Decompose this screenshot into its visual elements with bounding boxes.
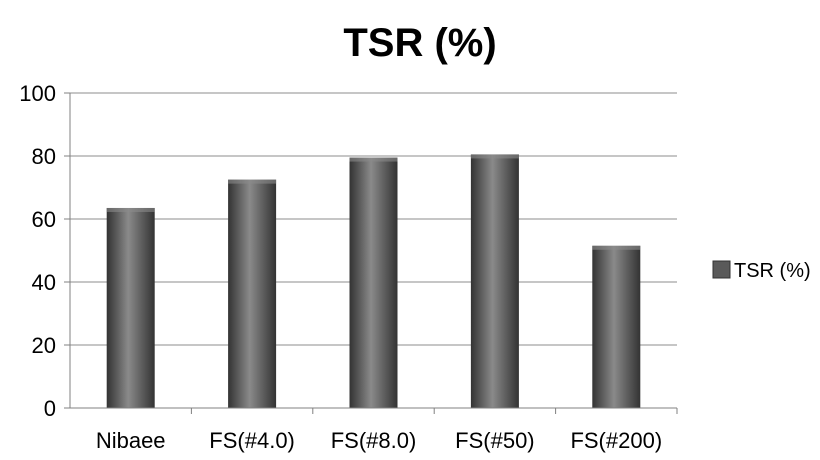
legend: TSR (%) bbox=[712, 260, 811, 282]
y-tick-label: 20 bbox=[32, 333, 56, 358]
axes: 0 20 40 60 80 100 Nibaee FS(#4.0) FS(#8.0) FS(#50… bbox=[19, 81, 678, 453]
bar-top-highlight bbox=[349, 157, 398, 162]
bar-top-highlight bbox=[592, 245, 641, 250]
x-tick-label: Nibaee bbox=[96, 428, 166, 453]
bar bbox=[349, 157, 398, 408]
y-tick-label: 80 bbox=[32, 144, 56, 169]
y-tick-label: 40 bbox=[32, 270, 56, 295]
bar-top-highlight bbox=[228, 179, 277, 184]
y-tick-label: 100 bbox=[19, 81, 56, 106]
bar-top-highlight bbox=[470, 154, 519, 159]
bar bbox=[592, 245, 641, 408]
x-tick-label: FS(#8.0) bbox=[331, 428, 417, 453]
x-tick-label: FS(#50) bbox=[455, 428, 534, 453]
x-tick-label: FS(#4.0) bbox=[209, 428, 295, 453]
bar bbox=[470, 154, 519, 408]
legend-swatch bbox=[712, 260, 731, 279]
chart-title: TSR (%) bbox=[343, 21, 496, 65]
bar-top-highlight bbox=[106, 207, 155, 212]
y-tick-label: 60 bbox=[32, 207, 56, 232]
bar bbox=[106, 207, 155, 408]
bar bbox=[228, 179, 277, 408]
x-tick-label: FS(#200) bbox=[570, 428, 662, 453]
bars bbox=[106, 154, 641, 408]
legend-label-tsr: TSR (%) bbox=[734, 260, 811, 282]
y-tick-label: 0 bbox=[44, 396, 56, 421]
